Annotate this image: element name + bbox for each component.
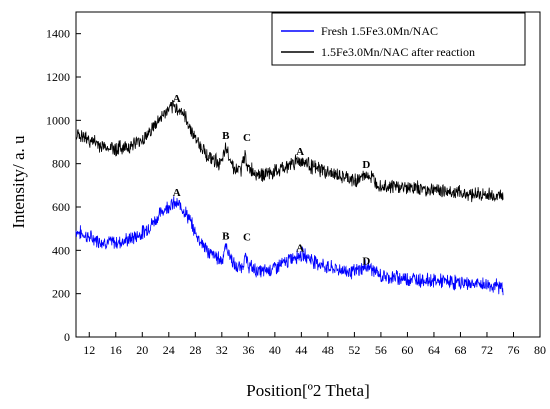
peak-label: A: [173, 93, 181, 105]
plot-frame: [75, 11, 541, 338]
x-tick-label: 52: [348, 343, 360, 357]
y-tick-label: 600: [52, 200, 70, 214]
legend-box: [271, 12, 526, 66]
legend: Fresh 1.5Fe3.0Mn/NAC 1.5Fe3.0Mn/NAC afte…: [271, 12, 526, 66]
x-tick-label: 28: [189, 343, 201, 357]
x-axis-title: Position[º2 Theta]: [246, 381, 369, 400]
x-tick-label: 80: [534, 343, 546, 357]
peak-label: D: [362, 159, 370, 171]
y-axis-title: Intensity/ a. u: [9, 135, 28, 229]
x-axis: 12 16 20 24 28 32 36 40 44 48 52 56 60 64 68 72 76 80: [83, 332, 546, 357]
x-tick-label: 60: [401, 343, 413, 357]
peak-label: C: [243, 232, 251, 244]
peak-label: D: [362, 255, 370, 267]
peak-label: A: [296, 242, 304, 254]
legend-label-fresh: Fresh 1.5Fe3.0Mn/NAC: [321, 24, 438, 38]
x-tick-label: 32: [216, 343, 228, 357]
y-tick-label: 1000: [46, 113, 70, 127]
y-tick-label: 0: [64, 330, 70, 344]
y-tick-label: 800: [52, 157, 70, 171]
x-tick-label: 40: [269, 343, 281, 357]
x-tick-label: 16: [110, 343, 122, 357]
x-tick-label: 24: [163, 343, 175, 357]
y-tick-label: 400: [52, 243, 70, 257]
x-tick-label: 12: [83, 343, 95, 357]
y-tick-label: 1200: [46, 70, 70, 84]
legend-label-after: 1.5Fe3.0Mn/NAC after reaction: [321, 45, 475, 59]
peak-label: A: [296, 146, 304, 158]
x-tick-label: 56: [375, 343, 387, 357]
series-layer: [75, 99, 504, 296]
x-tick-label: 20: [136, 343, 148, 357]
y-tick-label: 200: [52, 287, 70, 301]
x-tick-label: 76: [507, 343, 519, 357]
x-tick-label: 72: [481, 343, 493, 357]
peak-label: B: [222, 231, 230, 243]
x-tick-label: 44: [295, 343, 307, 357]
y-tick-label: 1400: [46, 27, 70, 41]
peak-label: C: [243, 132, 251, 144]
x-tick-label: 64: [428, 343, 440, 357]
peak-annotations: A B C A D A B C A D: [173, 93, 371, 267]
series-line-1: [75, 99, 504, 203]
peak-label: B: [222, 130, 230, 142]
x-tick-label: 68: [454, 343, 466, 357]
series-line-0: [75, 196, 504, 296]
peak-label: A: [173, 187, 181, 199]
x-tick-label: 48: [322, 343, 334, 357]
x-tick-label: 36: [242, 343, 254, 357]
y-axis: 0 200 400 600 800 1000 1200 1400: [46, 27, 81, 344]
